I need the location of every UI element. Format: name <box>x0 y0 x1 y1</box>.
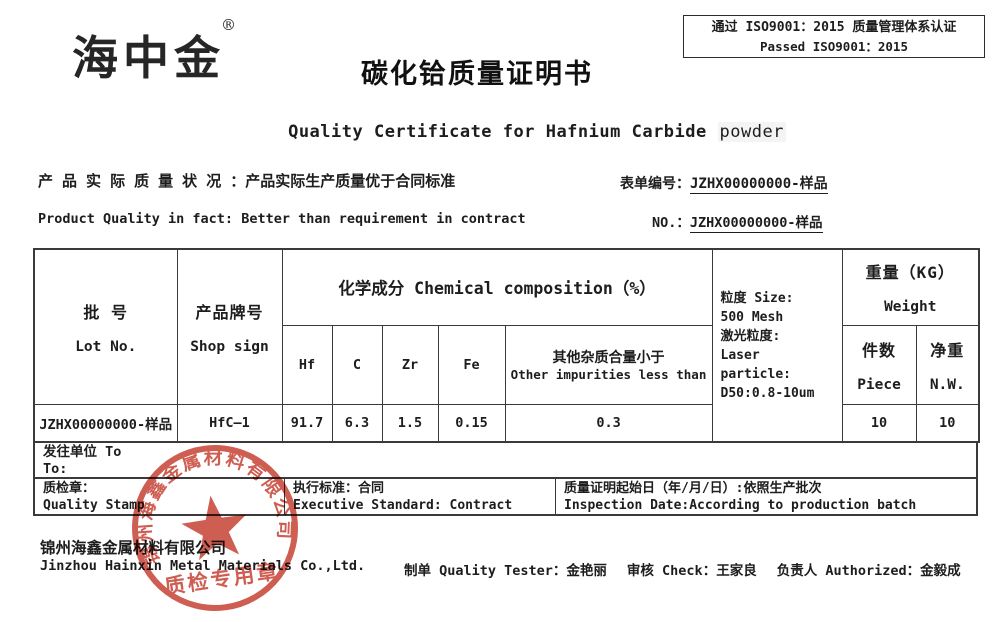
quality-stamp-label-en: Quality Stamp <box>43 498 145 513</box>
piece-header-en: Piece <box>857 376 901 393</box>
weight-header-en: Weight <box>884 299 937 316</box>
inspection-date-cn: 质量证明起始日（年/月/日）:依照生产批次 <box>564 481 822 496</box>
col-header-piece: 件数 Piece <box>841 324 917 405</box>
iso-certification-box: 通过 ISO9001：2015 质量管理体系认证 Passed ISO9001：… <box>683 15 985 58</box>
quality-status-cn: 产 品 实 际 质 量 状 况 ：产品实际生产质量优于合同标准 <box>38 170 455 191</box>
signature-line: 制单 Quality Tester：金艳丽 审核 Check：王家良 负责人 A… <box>404 559 961 579</box>
certificate-table: 批 号 Lot No. 产品牌号 Shop sign 化学成分 Chemical… <box>33 248 981 516</box>
size-line: Laser particle: <box>720 347 791 382</box>
size-line: 粒度 Size: <box>720 290 794 306</box>
company-logo: 海中金® <box>72 16 245 88</box>
cell-fe: 0.15 <box>437 403 506 443</box>
col-header-lot: 批 号 Lot No. <box>33 248 178 405</box>
cell-piece: 10 <box>841 403 917 443</box>
ship-to-value: To: <box>43 461 68 477</box>
iso-line-cn: 通过 ISO9001：2015 质量管理体系认证 <box>711 19 957 35</box>
form-number-value-en: JZHX00000000-样品 <box>689 215 823 233</box>
authorized-signature: 负责人 Authorized：金毅成 <box>776 563 961 579</box>
col-header-other-impurities: 其他杂质合量小于 Other impurities less than <box>504 324 713 405</box>
col-header-hf: Hf <box>281 324 333 405</box>
logo-text: 海中金 <box>72 31 225 85</box>
page-title: 碳化铪质量证明书 <box>361 59 593 90</box>
ship-to-label: 发往单位 To <box>43 444 122 460</box>
weight-header-cn: 重量（KG） <box>865 263 955 283</box>
col-header-zr: Zr <box>381 324 439 405</box>
col-header-size: 粒度 Size: 500 Mesh 激光粒度: Laser particle: … <box>711 248 843 443</box>
stamp-ring <box>132 445 298 611</box>
piece-header-cn: 件数 <box>862 340 897 360</box>
iso-line-en: Passed ISO9001：2015 <box>760 38 908 54</box>
red-company-seal-stamp: 锦州海鑫金属材料有限公司 质检专用章 <box>118 431 312 622</box>
cell-net-weight: 10 <box>915 403 980 443</box>
cell-zr: 1.5 <box>381 403 439 443</box>
quality-tester-signature: 制单 Quality Tester：金艳丽 <box>404 563 607 579</box>
form-number-cn: 表单编号：JZHX00000000-样品 <box>620 173 828 194</box>
company-name-cn: 锦州海鑫金属材料有限公司 <box>40 539 227 557</box>
quality-status-value: 产品实际生产质量优于合同标准 <box>245 172 456 190</box>
quality-status-label: 产 品 实 际 质 量 状 况 ： <box>38 172 246 190</box>
inspection-date-cell: 质量证明起始日（年/月/日）:依照生产批次 Inspection Date:Ac… <box>555 479 976 514</box>
subtitle-main: Quality Certificate for Hafnium Carbide <box>288 122 707 142</box>
stamp-standard-date-row: 质检章： Quality Stamp 执行标准：合同 Executive Sta… <box>33 479 978 516</box>
shop-header-cn: 产品牌号 <box>195 302 264 322</box>
executive-standard-cn: 执行标准：合同 <box>293 481 385 496</box>
table-row: JZHX00000000-样品 HfC—1 91.7 6.3 1.5 0.15 … <box>33 403 980 443</box>
other-impurities-cn: 其他杂质合量小于 <box>552 350 665 366</box>
registered-trademark-icon: ® <box>221 16 241 34</box>
shop-header-en: Shop sign <box>190 338 269 355</box>
stamp-svg: 锦州海鑫金属材料有限公司 质检专用章 <box>124 436 299 611</box>
form-number-label-cn: 表单编号： <box>620 176 690 192</box>
form-number-label-en: NO.： <box>652 215 690 231</box>
other-impurities-en: Other impurities less than <box>510 367 707 382</box>
col-header-fe: Fe <box>437 324 506 405</box>
quality-status-en: Product Quality in fact: Better than req… <box>38 211 526 227</box>
executive-standard-en: Executive Standard: Contract <box>293 498 513 513</box>
page-subtitle: Quality Certificate for Hafnium Carbide … <box>0 122 1000 142</box>
nw-header-cn: 净重 <box>930 340 965 360</box>
col-header-c: C <box>331 324 383 405</box>
size-line: D50:0.8-10um <box>720 385 815 401</box>
size-line: 500 Mesh <box>720 309 784 325</box>
col-header-shopsign: 产品牌号 Shop sign <box>176 248 283 405</box>
quality-stamp-label-cn: 质检章： <box>43 481 96 496</box>
cell-hf: 91.7 <box>281 403 333 443</box>
col-header-chemical-composition: 化学成分 Chemical composition（%） <box>281 248 713 326</box>
lot-header-cn: 批 号 <box>83 302 129 322</box>
quality-stamp-cell: 质检章： Quality Stamp <box>35 479 284 514</box>
ship-to-row: 发往单位 To To: <box>33 443 978 479</box>
lot-header-en: Lot No. <box>75 338 137 355</box>
check-signature: 审核 Check：王家良 <box>626 563 757 579</box>
form-number-en: NO.：JZHX00000000-样品 <box>652 211 823 233</box>
star-icon <box>181 495 247 561</box>
cell-shop-sign: HfC—1 <box>176 403 283 443</box>
executive-standard-cell: 执行标准：合同 Executive Standard: Contract <box>284 479 555 514</box>
subtitle-powder: powder <box>717 122 786 142</box>
inspection-date-en: Inspection Date:According to production … <box>564 498 917 513</box>
cell-c: 6.3 <box>331 403 383 443</box>
nw-header-en: N.W. <box>929 376 965 393</box>
size-line: 激光粒度: <box>720 328 781 344</box>
cell-other-impurities: 0.3 <box>504 403 713 443</box>
form-number-value-cn: JZHX00000000-样品 <box>690 176 828 194</box>
col-header-net-weight: 净重 N.W. <box>915 324 980 405</box>
cell-lot-no: JZHX00000000-样品 <box>33 403 178 443</box>
col-header-weight: 重量（KG） Weight <box>841 248 980 326</box>
